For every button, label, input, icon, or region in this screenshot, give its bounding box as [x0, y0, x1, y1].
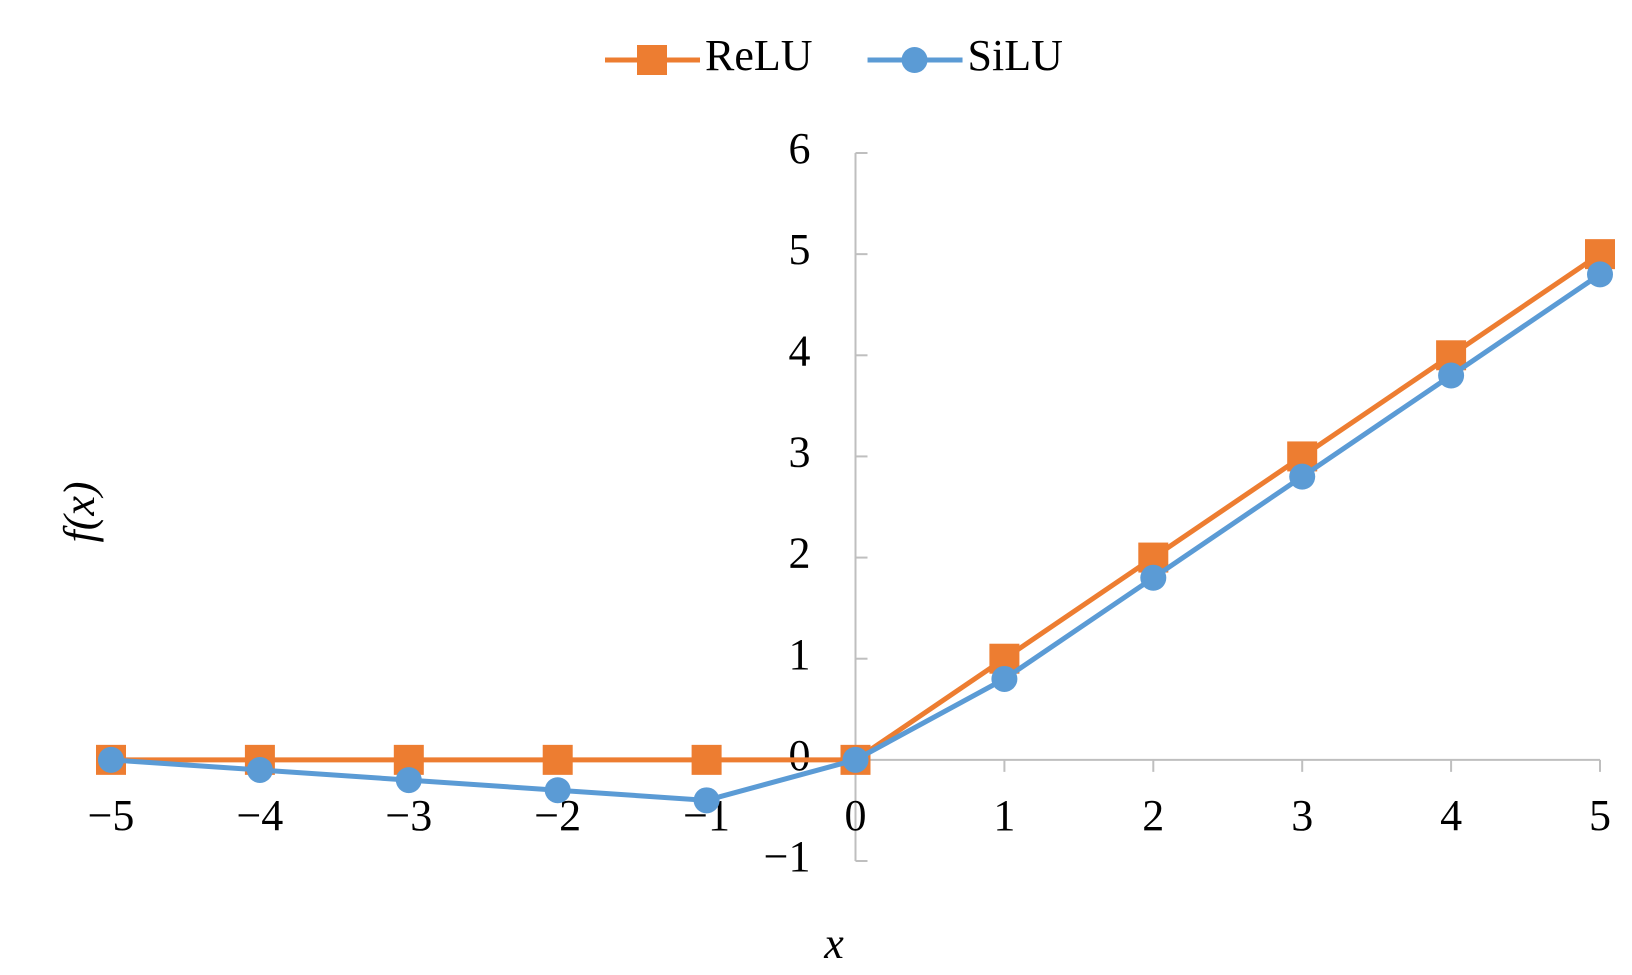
point: [1140, 564, 1167, 591]
x-tick-label: 5: [1589, 791, 1611, 840]
x-tick-label: 4: [1440, 791, 1462, 840]
point: [691, 744, 722, 775]
x-tick-label: 1: [993, 791, 1015, 840]
point: [542, 744, 573, 775]
x-tick-label: −3: [385, 791, 432, 840]
legend-marker: [637, 45, 667, 75]
y-tick-label: 4: [789, 326, 811, 375]
point: [1289, 463, 1316, 490]
x-tick-label: −4: [236, 791, 283, 840]
point: [395, 767, 422, 794]
point: [544, 777, 571, 804]
x-tick-label: −5: [88, 791, 135, 840]
y-tick-label: −1: [764, 832, 811, 881]
point: [1438, 362, 1465, 389]
point: [98, 746, 124, 773]
x-tick-label: 0: [845, 791, 867, 840]
y-axis-label: f(x): [55, 481, 104, 542]
point: [246, 756, 273, 783]
legend-marker: [901, 47, 928, 73]
y-tick-label: 5: [789, 225, 811, 274]
legend-label: ReLU: [705, 31, 813, 80]
legend-label: SiLU: [968, 31, 1063, 80]
y-tick-label: 0: [789, 731, 811, 780]
point: [693, 787, 720, 814]
y-tick-label: 1: [789, 630, 811, 679]
point: [991, 665, 1018, 692]
x-tick-label: 2: [1142, 791, 1164, 840]
x-axis-label: x: [823, 919, 844, 968]
y-tick-label: 2: [789, 529, 811, 578]
y-tick-label: 6: [789, 124, 811, 173]
x-tick-label: 3: [1291, 791, 1313, 840]
point: [1587, 261, 1613, 288]
y-tick-label: 3: [789, 428, 811, 477]
point: [842, 746, 869, 773]
